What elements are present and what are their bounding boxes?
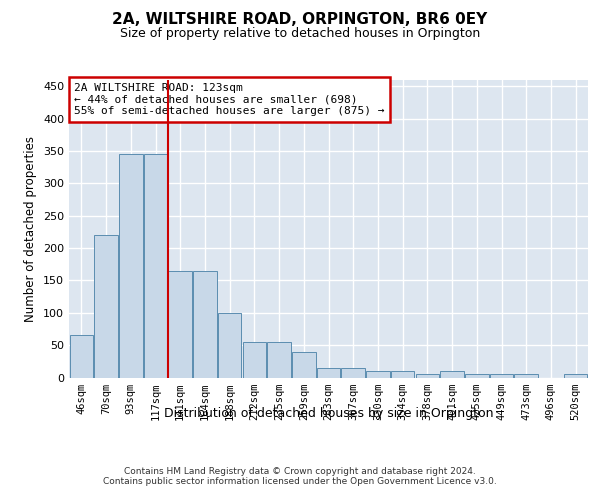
Bar xyxy=(193,271,217,378)
Text: 2A WILTSHIRE ROAD: 123sqm
← 44% of detached houses are smaller (698)
55% of semi: 2A WILTSHIRE ROAD: 123sqm ← 44% of detac… xyxy=(74,83,385,116)
Bar xyxy=(341,368,365,378)
Bar xyxy=(119,154,143,378)
Bar xyxy=(317,368,340,378)
Text: Contains public sector information licensed under the Open Government Licence v3: Contains public sector information licen… xyxy=(103,478,497,486)
Bar xyxy=(144,154,167,378)
Bar xyxy=(292,352,316,378)
Bar xyxy=(490,374,513,378)
Text: 2A, WILTSHIRE ROAD, ORPINGTON, BR6 0EY: 2A, WILTSHIRE ROAD, ORPINGTON, BR6 0EY xyxy=(112,12,488,28)
Y-axis label: Number of detached properties: Number of detached properties xyxy=(25,136,37,322)
Bar xyxy=(416,374,439,378)
Bar xyxy=(94,235,118,378)
Bar xyxy=(465,374,488,378)
Bar xyxy=(70,336,93,378)
Bar xyxy=(514,374,538,378)
Bar xyxy=(440,371,464,378)
Bar xyxy=(268,342,291,378)
Text: Distribution of detached houses by size in Orpington: Distribution of detached houses by size … xyxy=(164,408,494,420)
Bar xyxy=(564,374,587,378)
Bar xyxy=(218,313,241,378)
Text: Contains HM Land Registry data © Crown copyright and database right 2024.: Contains HM Land Registry data © Crown c… xyxy=(124,468,476,476)
Bar xyxy=(366,371,389,378)
Bar xyxy=(242,342,266,378)
Bar xyxy=(391,371,415,378)
Text: Size of property relative to detached houses in Orpington: Size of property relative to detached ho… xyxy=(120,28,480,40)
Bar xyxy=(169,271,192,378)
